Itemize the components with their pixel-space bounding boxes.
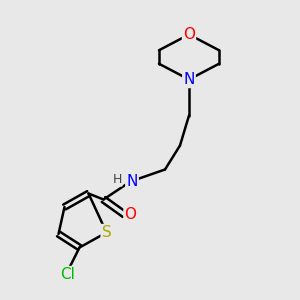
Text: N: N	[126, 174, 138, 189]
Text: N: N	[183, 72, 195, 87]
Text: O: O	[124, 207, 136, 222]
Text: H: H	[112, 172, 122, 186]
Text: Cl: Cl	[60, 267, 75, 282]
Text: O: O	[183, 27, 195, 42]
Text: S: S	[102, 225, 111, 240]
